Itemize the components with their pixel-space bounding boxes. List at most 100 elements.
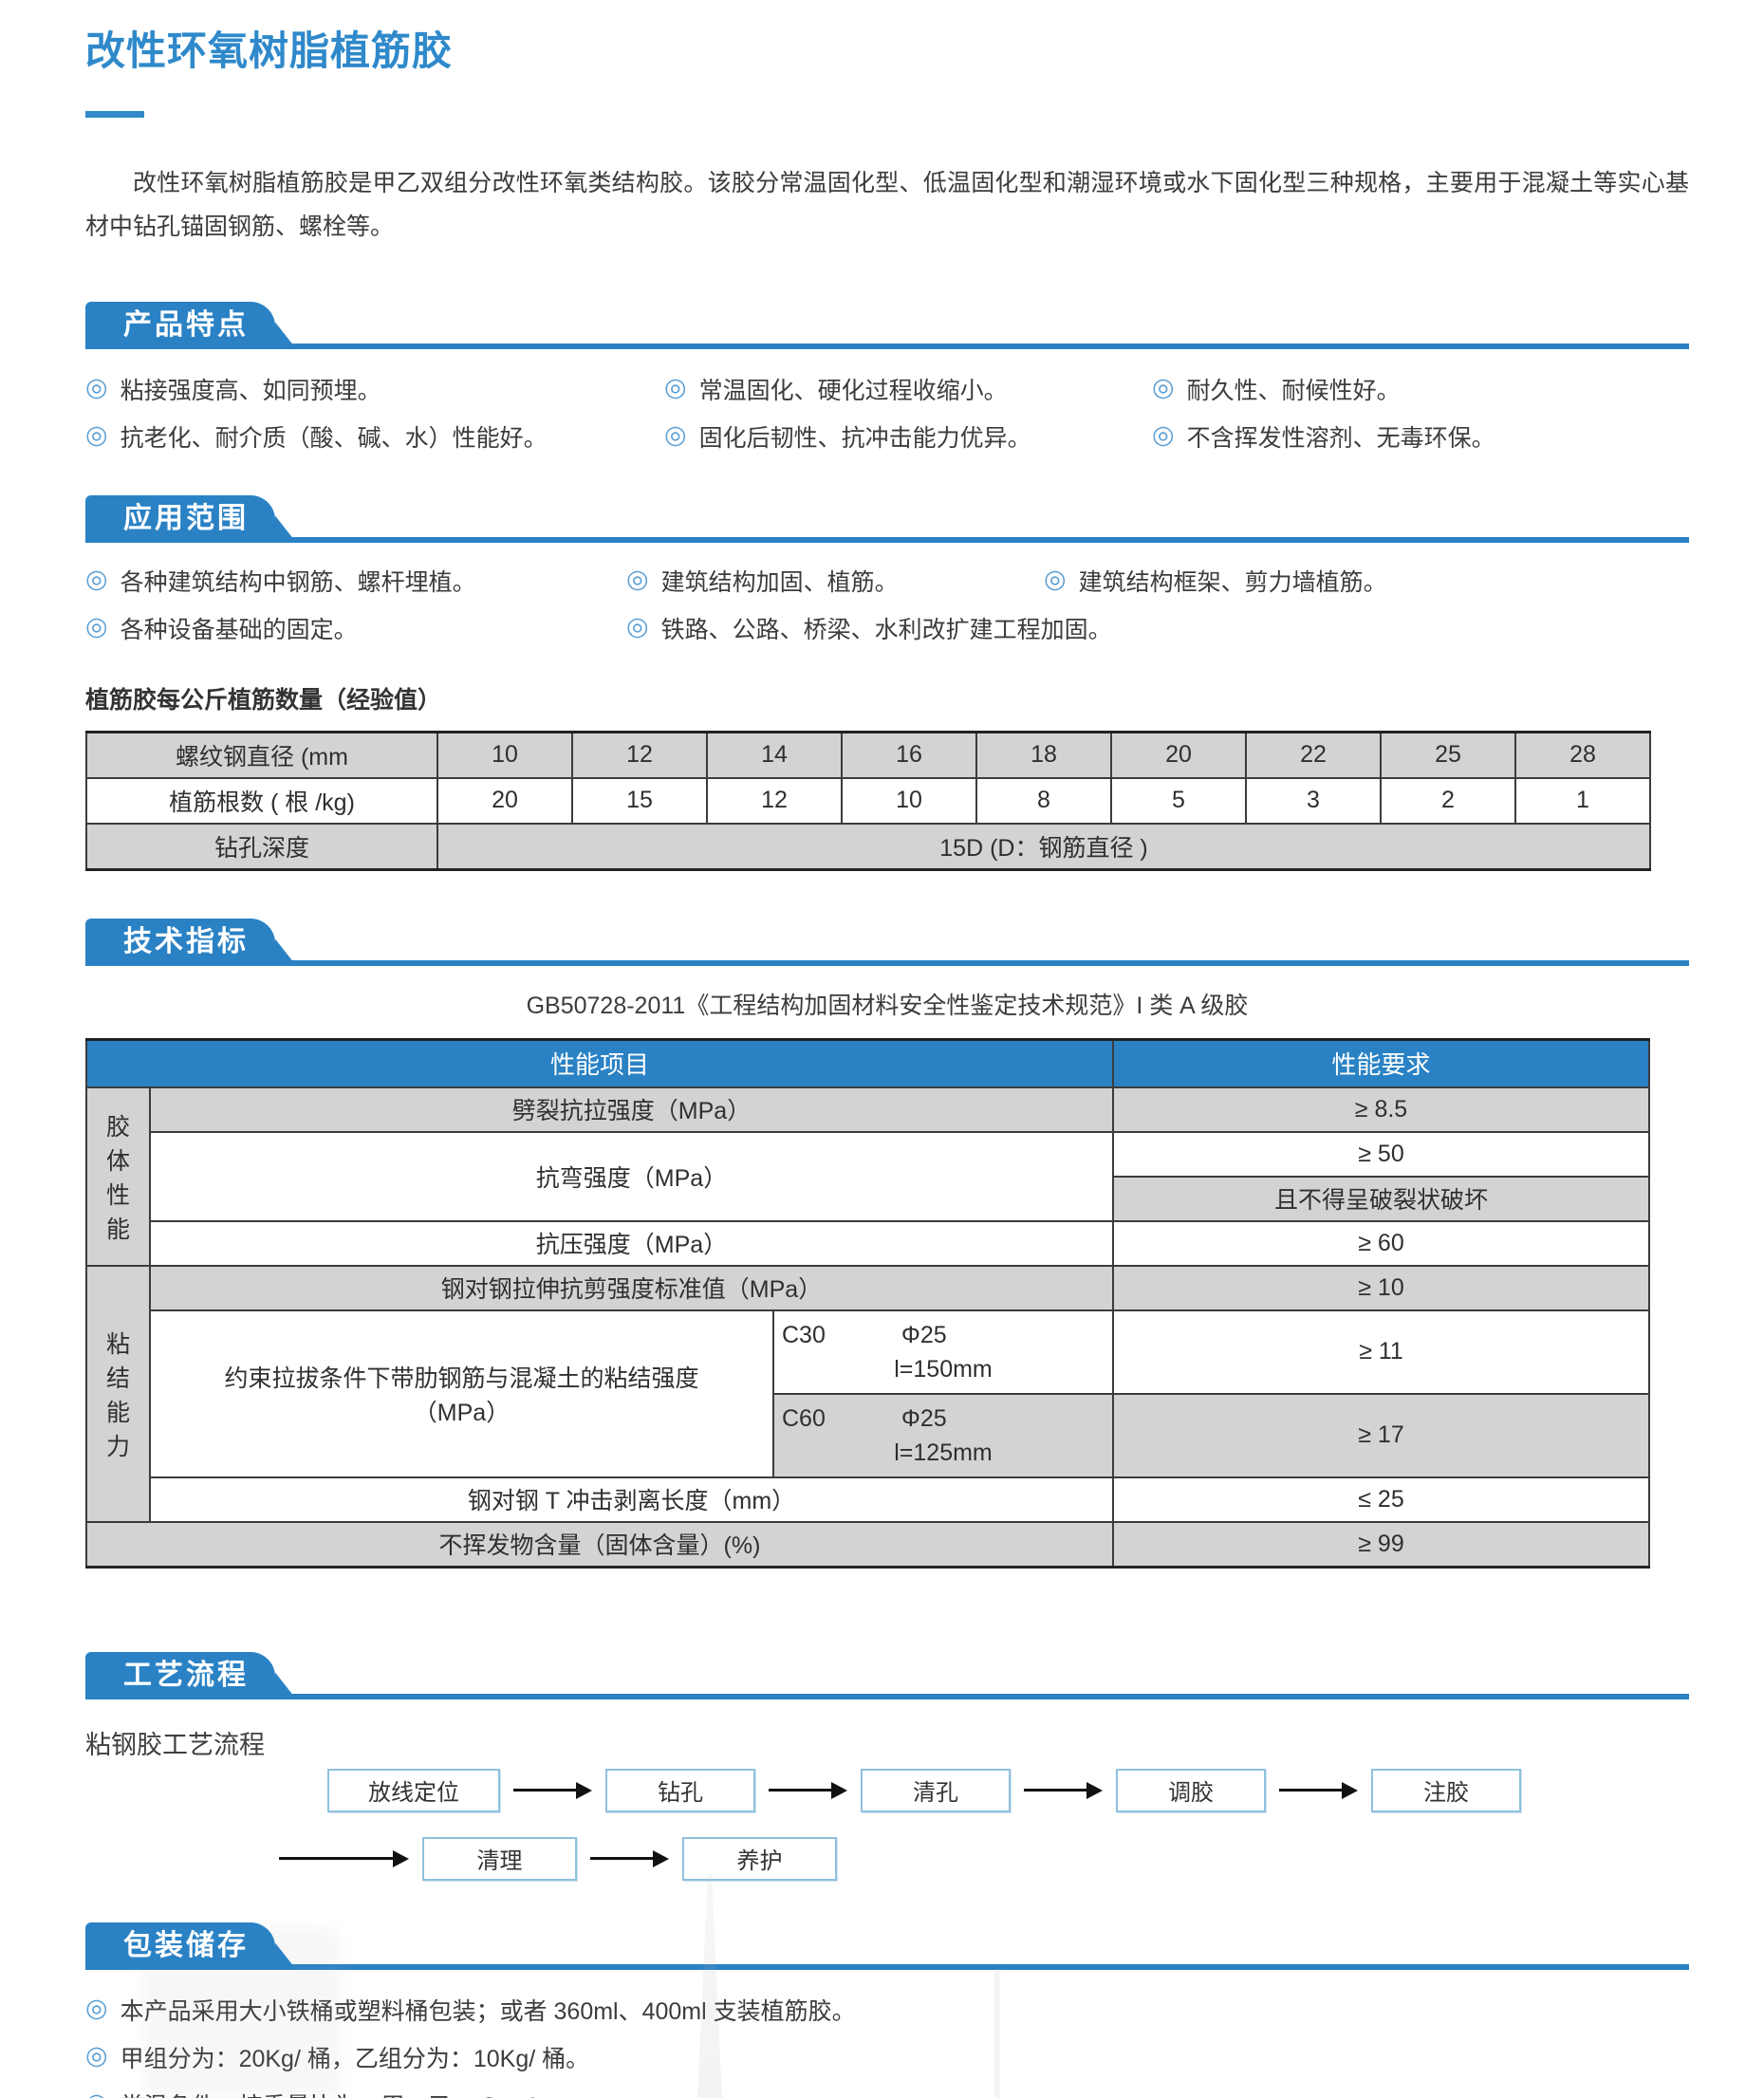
row-header-cell: 植筋根数 ( 根 /kg) [85,776,438,825]
table-row-shear: 粘结能力 钢对钢拉伸抗剪强度标准值（MPa） ≥ 10 [85,1264,1650,1523]
requirement-cell: ≥ 17 [1112,1392,1650,1478]
value-cell: 1 [1514,776,1651,825]
flow-arrow-icon [1279,1781,1358,1799]
requirement-cell: ≥ 99 [1112,1520,1650,1568]
tech-standard-note: GB50728-2011《工程结构加固材料安全性鉴定技术规范》I 类 A 级胶 [526,992,1249,1019]
value-cell: 14 [706,731,843,779]
value-cell: 22 [1245,731,1382,779]
bullet-text: 固化后韧性、抗冲击能力优异。 [698,424,1031,452]
value-cell: 28 [1514,731,1651,779]
bullet-text: 常温固化、硬化过程收缩小。 [698,377,1008,404]
bullet-item: ◎ 固化后韧性、抗冲击能力优异。 [664,419,1152,454]
flow-step-box: 钻孔 [605,1768,755,1812]
bullet-item: ◎ 本产品采用大小铁桶或塑料桶包装；或者 360ml、400ml 支装植筋胶。 [85,1993,1689,2027]
property-cell-bond: 约束拉拔条件下带肋钢筋与混凝土的粘结强度 （MPa） [149,1309,774,1478]
tech-badge: 技术指标 [85,918,275,966]
table-row-peel: 钢对钢 T 冲击剥离长度（mm） ≤ 25 [86,1476,1650,1523]
section-header-features: 产品特点 [85,301,1689,349]
value-cell: 10 [841,776,977,825]
bullet-item: ◎ 建筑结构加固、植筋。 [626,564,1044,598]
bullet-item: ◎ 不含挥发性溶剂、无毒环保。 [1152,419,1689,454]
tech-header-row: 性能项目 性能要求 [85,1038,1650,1088]
section-header-applications: 应用范围 [85,494,1689,543]
c30-grade: C30 [782,1321,826,1348]
section-divider [85,1963,1689,1970]
flow-step-box: 调胶 [1116,1768,1266,1812]
flow-arrow-icon [590,1849,669,1867]
tech-table: 性能项目 性能要求 胶体性能 劈裂抗拉强度（MPa） ≥ 8.5 抗弯强度（MP… [85,1037,1650,1569]
rebar-table-title: 植筋胶每公斤植筋数量（经验值） [85,686,442,714]
section-divider [85,1693,1689,1699]
requirement-cell: ≥ 11 [1112,1309,1650,1395]
c60-length: l=125mm [894,1439,993,1466]
property-cell: 劈裂抗拉强度（MPa） [149,1086,1114,1133]
bullet-text: 甲组分为：20Kg/ 桶，乙组分为：10Kg/ 桶。 [120,2045,590,2072]
group-cell-gel: 胶体性能 [85,1086,151,1267]
c60-diameter: Φ25 [901,1404,947,1432]
bullseye-bullet-icon: ◎ [626,564,649,593]
applications-badge: 应用范围 [85,494,275,543]
flow-step-box: 养护 [682,1836,837,1881]
c30-length: l=150mm [894,1355,993,1383]
bullet-text: 本产品采用大小铁桶或塑料桶包装；或者 360ml、400ml 支装植筋胶。 [120,1997,856,2025]
bullseye-bullet-icon: ◎ [85,1993,108,2022]
c60-grade: C60 [782,1404,826,1432]
flow-row-1: 放线定位 钻孔 清孔 调胶 注胶 [327,1768,1689,1812]
flow-arrow-icon [279,1849,409,1867]
bullet-item: ◎ 各种建筑结构中钢筋、螺杆埋植。 [85,564,626,598]
table-row-nonvolatile: 不挥发物含量（固体含量）(%) ≥ 99 [85,1520,1650,1568]
bullet-item: ◎ 建筑结构框架、剪力墙植筋。 [1044,564,1689,598]
value-cell: 18 [975,731,1112,779]
bullet-text: 各种建筑结构中钢筋、螺杆埋植。 [120,568,476,596]
property-cell: 钢对钢 T 冲击剥离长度（mm） [149,1476,1114,1523]
bullseye-bullet-icon: ◎ [85,372,108,401]
section-header-packaging: 包装储存 [85,1922,1689,1970]
intro-paragraph: 改性环氧树脂植筋胶是甲乙双组分改性环氧类结构胶。该胶分常温固化型、低温固化型和潮… [85,169,1689,240]
value-cell: 12 [571,731,708,779]
value-cell: 16 [841,731,977,779]
bullet-text: 粘接强度高、如同预埋。 [120,377,381,404]
table-row-compressive: 抗压强度（MPa） ≥ 60 [86,1219,1650,1267]
group-cell-bond: 粘结能力 [85,1264,151,1523]
bullet-item: ◎ 粘接强度高、如同预埋。 [85,372,664,406]
c30-diameter: Φ25 [901,1321,947,1348]
bullet-item: ◎ 甲组分为：20Kg/ 桶，乙组分为：10Kg/ 桶。 [85,2040,1689,2074]
bullet-item: ◎ 常温固化、硬化过程收缩小。 [664,372,1152,406]
bullseye-bullet-icon: ◎ [85,2040,108,2070]
process-label: 粘钢胶工艺流程 [85,1730,265,1759]
bullet-item: ◎ 各种设备基础的固定。 [85,611,626,645]
requirement-cell: ≤ 25 [1112,1476,1650,1523]
bullseye-bullet-icon: ◎ [664,419,687,449]
span-value-cell: 15D (D：钢筋直径 ) [436,822,1651,870]
value-cell: 20 [436,776,573,825]
features-bullet-grid: ◎ 粘接强度高、如同预埋。 ◎ 常温固化、硬化过程收缩小。 ◎ 耐久性、耐候性好。 ◎… [85,372,1689,454]
bullseye-bullet-icon: ◎ [1152,372,1175,401]
table-row-diameter: 螺纹钢直径 (mm 10 12 14 16 18 20 22 25 28 [85,731,1651,779]
requirement-cell: ≥ 60 [1112,1219,1650,1267]
bullseye-bullet-icon: ◎ [85,564,108,593]
requirement-cell: ≥ 8.5 [1112,1086,1650,1133]
bullet-text: 铁路、公路、桥梁、水利改扩建工程加固。 [660,616,1112,643]
packaging-badge: 包装储存 [85,1922,275,1970]
bullet-text: 耐久性、耐候性好。 [1186,377,1401,404]
bullseye-bullet-icon: ◎ [85,419,108,449]
value-cell: 25 [1380,731,1516,779]
bond-label-line1: 约束拉拔条件下带肋钢筋与混凝土的粘结强度 [224,1365,699,1392]
bullet-text: 各种设备基础的固定。 [120,616,358,643]
bullet-text: 建筑结构加固、植筋。 [660,568,899,596]
table-row-split-tensile: 胶体性能 劈裂抗拉强度（MPa） ≥ 8.5 [85,1086,1650,1267]
value-cell: 20 [1110,731,1247,779]
property-cell: 抗压强度（MPa） [149,1219,1114,1267]
section-header-process: 工艺流程 [85,1651,1689,1699]
condition-cell-c30: C30 Φ25 l=150mm [772,1309,1114,1395]
value-cell: 3 [1245,776,1382,825]
bullet-item: ◎ 铁路、公路、桥梁、水利改扩建工程加固。 [626,611,1112,645]
row-header-cell: 钻孔深度 [85,822,438,870]
title-underline [85,110,144,118]
table-row-flexural-2: 且不得呈破裂状破坏 [86,1175,1650,1222]
section-divider [85,959,1689,966]
packaging-bullet-list: ◎ 本产品采用大小铁桶或塑料桶包装；或者 360ml、400ml 支装植筋胶。 ◎… [85,1993,1689,2098]
property-cell: 钢对钢拉伸抗剪强度标准值（MPa） [149,1264,1114,1311]
value-cell: 5 [1110,776,1247,825]
flow-arrow-icon [513,1781,592,1799]
